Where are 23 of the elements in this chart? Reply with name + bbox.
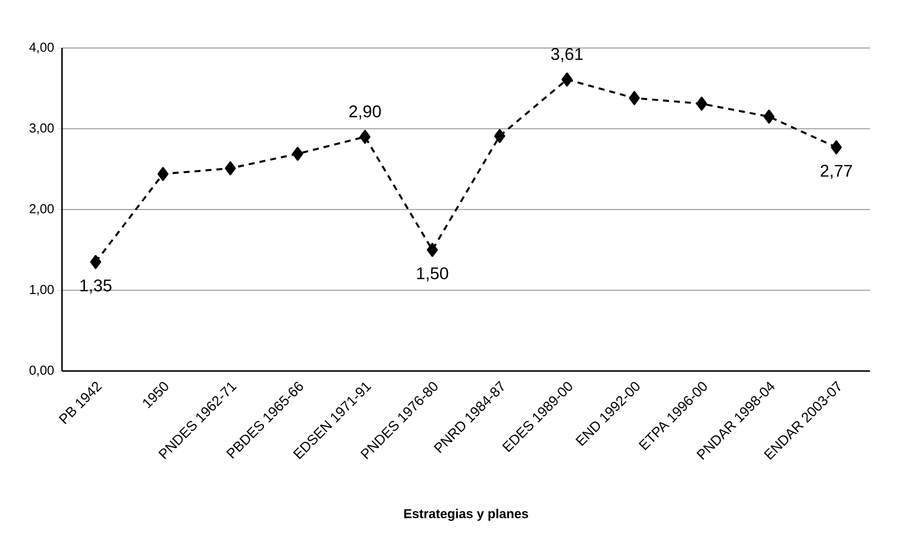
y-tick-label: 1,00 bbox=[30, 284, 54, 296]
data-label: 1,35 bbox=[80, 279, 112, 294]
point bbox=[696, 96, 708, 111]
data-label: 2,90 bbox=[349, 105, 381, 120]
point bbox=[360, 130, 370, 144]
y-tick-label: 3,00 bbox=[30, 123, 54, 134]
point bbox=[764, 110, 774, 124]
y-tick-label: 0,00 bbox=[30, 366, 54, 376]
data-label: 1,50 bbox=[417, 267, 448, 282]
point bbox=[426, 242, 438, 257]
point bbox=[224, 161, 236, 176]
point bbox=[90, 255, 102, 269]
data-label: 3,61 bbox=[551, 48, 583, 62]
x-axis-title: Estrategias y planes bbox=[404, 508, 528, 521]
data-label: 2,77 bbox=[820, 164, 852, 179]
y-tick-label: 2,00 bbox=[30, 204, 54, 215]
point bbox=[494, 129, 506, 143]
y-tick-label: 4,00 bbox=[29, 42, 54, 54]
point bbox=[830, 140, 842, 154]
point bbox=[562, 72, 572, 86]
point bbox=[292, 146, 304, 161]
point bbox=[628, 91, 640, 106]
point bbox=[158, 166, 168, 181]
